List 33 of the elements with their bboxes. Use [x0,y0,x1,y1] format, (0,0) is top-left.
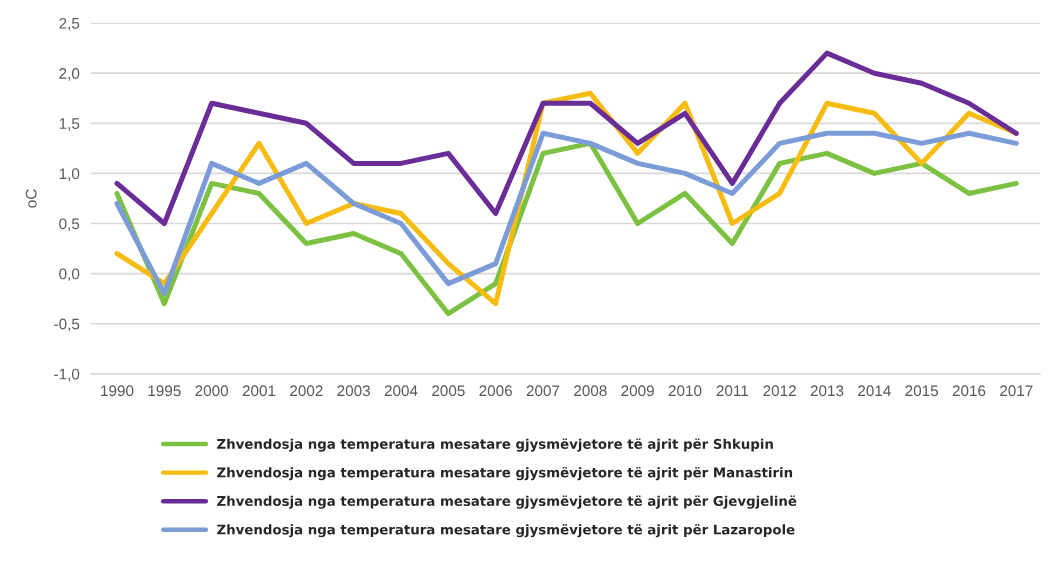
x-tick-label: 2001 [242,385,276,397]
y-tick-label: 2,5 [59,17,80,31]
x-tick-label: 1990 [101,385,134,397]
legend-label: Zhvendosja nga temperatura mesatare gjysmëvjetore të ajrit për Shkupin [217,438,773,452]
x-tick-label: 2010 [668,385,702,397]
x-tick-label: 2016 [952,385,986,397]
x-tick-label: 2017 [1000,385,1033,397]
x-tick-label: 2008 [574,385,607,397]
y-tick-label: -0,5 [54,318,80,332]
y-tick-label: 2,0 [59,68,80,81]
y-tick-label: 0,5 [59,218,80,231]
x-tick-label: 2005 [432,385,465,397]
x-tick-label: 2009 [621,385,654,397]
x-tick-label: 2015 [905,385,938,397]
x-tick-label: 2004 [384,385,418,397]
x-tick-label: 2007 [526,385,560,397]
y-tick-label: -1,0 [54,368,80,382]
x-tick-label: 2011 [716,385,749,397]
y-tick-label: 1,5 [59,118,80,131]
y-tick-label: 0,0 [59,268,80,282]
y-axis-title: oC [25,189,37,208]
y-tick-label: 1,0 [59,168,80,181]
x-tick-label: 2000 [195,385,229,397]
legend-label: Zhvendosja nga temperatura mesatare gjysmëvjetore të ajrit për Lazaropole [217,524,795,538]
legend-label: Zhvendosja nga temperatura mesatare gjysmëvjetore të ajrit për Gjevgjelinë [217,495,797,509]
x-tick-label: 2013 [810,385,844,397]
x-tick-label: 2002 [290,385,323,397]
x-tick-label: 2012 [763,385,796,397]
legend-label: Zhvendosja nga temperatura mesatare gjysmëvjetore të ajrit për Manastirin [217,466,793,481]
x-tick-label: 2014 [858,385,891,397]
x-tick-label: 1995 [148,385,181,397]
x-tick-label: 2003 [337,385,370,397]
x-tick-label: 2006 [479,385,512,397]
